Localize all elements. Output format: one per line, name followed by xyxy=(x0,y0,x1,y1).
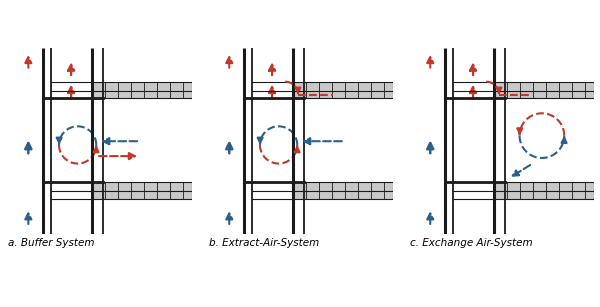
Bar xyxy=(92,182,192,199)
Text: c. Exchange Air-System: c. Exchange Air-System xyxy=(410,238,532,248)
Text: a. Buffer System: a. Buffer System xyxy=(8,238,94,248)
Bar xyxy=(92,82,192,99)
Bar xyxy=(494,182,594,199)
Bar xyxy=(293,182,393,199)
Bar xyxy=(494,82,594,99)
Bar xyxy=(293,82,393,99)
Text: b. Extract-Air-System: b. Extract-Air-System xyxy=(209,238,319,248)
